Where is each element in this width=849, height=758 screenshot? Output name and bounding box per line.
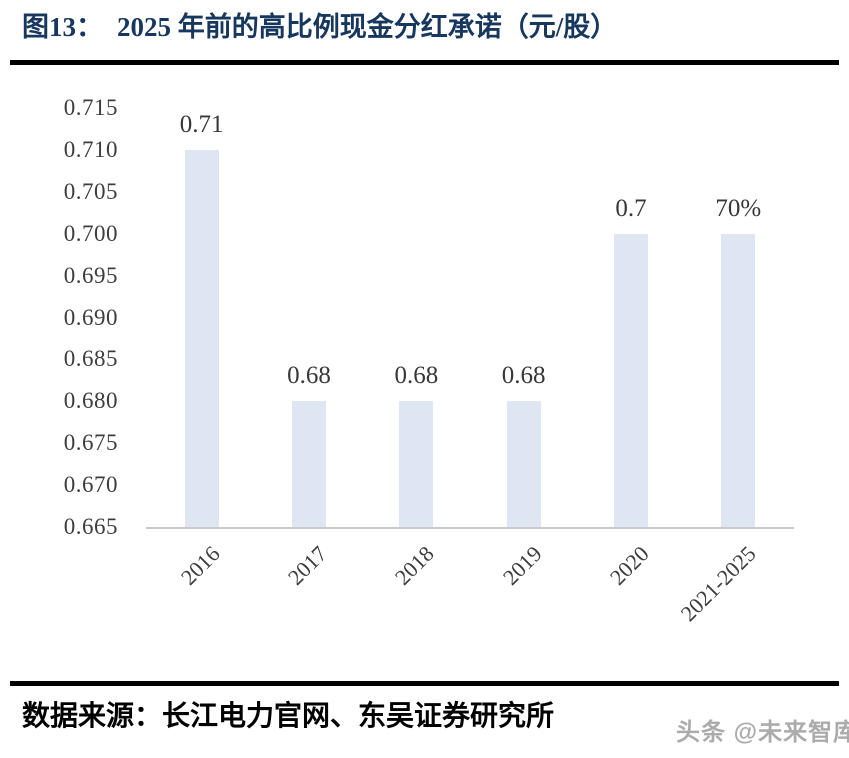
bar [721,233,756,527]
x-axis-label: 2016 [175,541,225,590]
y-axis-tick-label: 0.715 [63,95,118,120]
x-axis-label: 2021-2025 [675,541,762,627]
x-axis-label: 2018 [390,541,440,590]
bar-value-label: 0.7 [615,194,647,222]
bar-value-label: 0.68 [501,362,546,390]
bar-value-label: 70% [715,194,762,222]
bar [614,233,648,527]
bar [184,149,219,527]
y-axis-tick-label: 0.675 [63,430,118,456]
y-axis-tick-label: 0.700 [63,220,118,246]
figure-number-label: 图13： [22,12,103,42]
bar-value-label: 0.71 [179,110,224,138]
bar [292,401,326,527]
y-axis-tick-label: 0.705 [63,178,118,204]
x-axis-label: 2019 [497,541,547,590]
bottom-divider [10,681,839,686]
y-axis-tick-label: 0.665 [63,514,118,539]
watermark: 头条 @未来智库 [676,719,849,746]
x-axis-line [146,527,794,529]
source-note: 数据来源：长江电力官网、东吴证券研究所 [22,701,555,732]
bar-value-label: 0.68 [394,362,439,390]
y-axis-tick-label: 0.670 [63,472,118,498]
y-axis-tick-label: 0.685 [63,346,118,372]
y-axis-tick-label: 0.695 [63,262,118,288]
y-axis-tick-label: 0.690 [63,304,118,330]
bar [399,401,434,527]
y-axis-tick-label: 0.710 [63,136,118,162]
figure-title-text: 2025 年前的高比例现金分红承诺（元/股） [117,12,618,42]
x-axis-label: 2020 [604,541,654,590]
x-axis-label: 2017 [282,541,332,590]
bar-value-label: 0.68 [287,362,331,390]
figure-title: 图13： 2025 年前的高比例现金分红承诺（元/股） [22,10,832,44]
top-divider [10,60,839,65]
bar [506,401,541,527]
bar-chart: 0.715 0.710 0.705 0.700 0.695 0.690 0.685 0.680… [0,85,849,665]
y-axis-tick-label: 0.680 [63,388,118,414]
